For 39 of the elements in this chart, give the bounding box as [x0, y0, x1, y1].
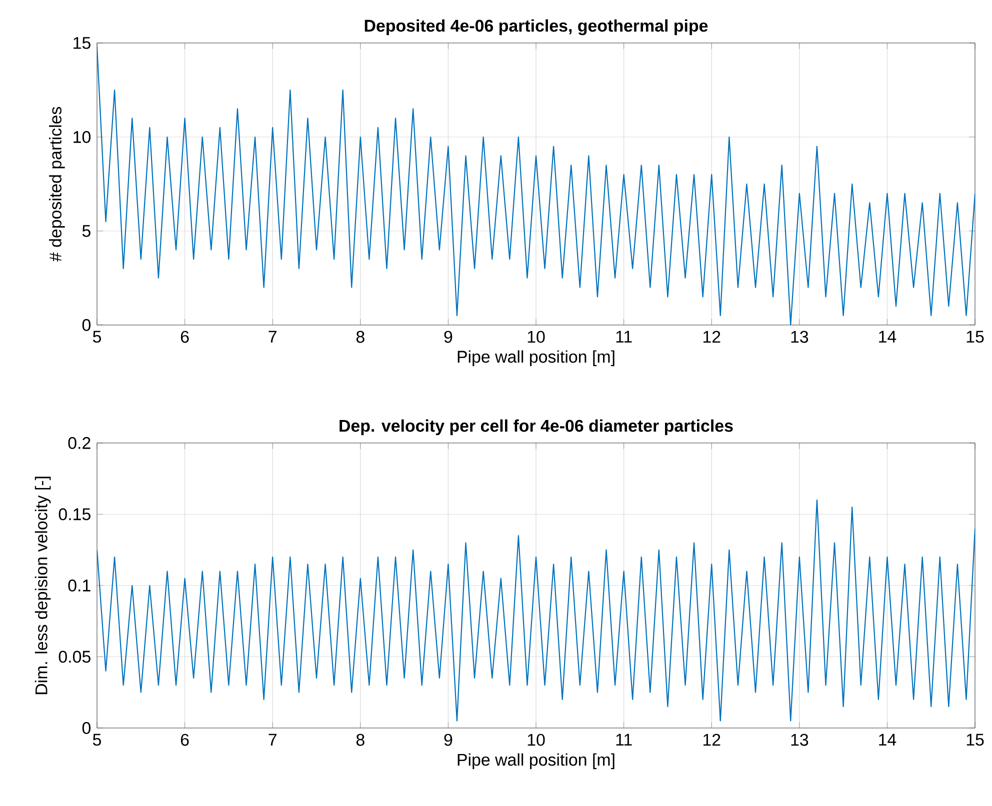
y-tick-label: 0.1 — [68, 580, 90, 592]
y-tick-label: 0.15 — [58, 508, 90, 520]
x-tick-label: 11 — [616, 330, 632, 342]
x-tick-label: 8 — [356, 734, 364, 746]
x-tick-label: 6 — [180, 330, 189, 343]
x-tick-label: 13 — [791, 734, 808, 746]
y-tick-label: 0.05 — [58, 650, 90, 663]
x-tick-label: 15 — [966, 330, 984, 343]
x-tick-label: 11 — [616, 734, 632, 746]
chart-title: Dep. velocity per cell for 4e-06 diameter particles — [340, 419, 733, 436]
x-tick-label: 6 — [180, 734, 189, 746]
chart-title: Deposited 4e-06 particles, geothermal pipe — [364, 19, 708, 36]
x-tick-label: 9 — [444, 330, 452, 343]
x-tick-label: 8 — [356, 330, 364, 343]
y-axis-title: # deposited particles — [49, 106, 65, 262]
line-series — [97, 46, 976, 325]
y-tick-label: 0.2 — [68, 437, 90, 449]
y-tick-label: 0 — [82, 722, 90, 734]
x-tick-label: 5 — [92, 734, 101, 746]
x-axis-title: Pipe wall position [m] — [458, 350, 614, 366]
y-axis-title: Dim. less depision velocity [-] — [34, 476, 51, 694]
y-tick-label: 10 — [74, 130, 90, 143]
x-tick-label: 5 — [92, 330, 101, 343]
x-tick-label: 12 — [703, 734, 720, 746]
x-tick-label: 15 — [966, 734, 984, 746]
x-tick-label: 7 — [268, 330, 276, 342]
x-tick-label: 12 — [703, 330, 720, 343]
x-tick-label: 14 — [879, 734, 896, 746]
x-axis-title: Pipe wall position [m] — [458, 753, 614, 770]
y-tick-label: 5 — [82, 225, 90, 237]
x-tick-label: 9 — [444, 734, 452, 746]
x-tick-label: 10 — [528, 330, 545, 343]
line-series — [97, 499, 976, 722]
x-tick-label: 10 — [528, 734, 545, 746]
x-tick-label: 7 — [268, 734, 276, 746]
y-tick-label: 0 — [82, 318, 91, 331]
y-tick-label: 15 — [74, 37, 90, 49]
x-tick-label: 13 — [791, 330, 808, 343]
x-tick-label: 14 — [879, 330, 896, 342]
